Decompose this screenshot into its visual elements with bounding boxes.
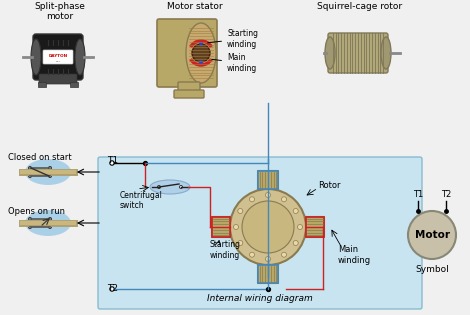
Text: Main
winding: Main winding	[212, 53, 257, 73]
Text: T1: T1	[107, 156, 118, 165]
Text: Motor stator: Motor stator	[167, 2, 223, 11]
FancyBboxPatch shape	[157, 19, 217, 87]
Text: Starting
winding: Starting winding	[210, 240, 241, 260]
Text: Split-phase
motor: Split-phase motor	[35, 2, 86, 21]
Text: Main
winding: Main winding	[338, 245, 371, 265]
Circle shape	[157, 186, 160, 188]
Text: ___: ___	[55, 58, 61, 62]
FancyBboxPatch shape	[33, 34, 83, 80]
Text: Rotor: Rotor	[318, 180, 340, 190]
Bar	[38, 82, 46, 87]
FancyBboxPatch shape	[174, 90, 204, 98]
Circle shape	[298, 225, 303, 230]
Circle shape	[48, 175, 52, 177]
Text: T2: T2	[107, 284, 118, 293]
Text: DAYTON: DAYTON	[48, 54, 68, 58]
FancyBboxPatch shape	[258, 170, 279, 190]
Text: Centrifugal
switch: Centrifugal switch	[120, 191, 163, 210]
Circle shape	[266, 256, 271, 261]
Circle shape	[29, 167, 31, 169]
Circle shape	[293, 209, 298, 214]
Circle shape	[48, 167, 52, 169]
Bar	[70, 82, 78, 87]
Circle shape	[408, 211, 456, 259]
FancyBboxPatch shape	[258, 265, 279, 284]
Ellipse shape	[25, 159, 71, 185]
FancyBboxPatch shape	[98, 157, 422, 309]
Circle shape	[242, 201, 294, 253]
Circle shape	[250, 252, 254, 257]
Circle shape	[180, 186, 182, 188]
Text: Squirrel-cage rotor: Squirrel-cage rotor	[317, 2, 403, 11]
Text: Opens on run: Opens on run	[8, 207, 65, 216]
Bar	[306, 217, 324, 237]
Ellipse shape	[381, 37, 391, 69]
Circle shape	[230, 189, 306, 265]
Ellipse shape	[186, 23, 216, 83]
FancyBboxPatch shape	[178, 82, 200, 94]
Ellipse shape	[75, 39, 85, 75]
Circle shape	[234, 225, 238, 230]
Circle shape	[48, 217, 52, 220]
Bar	[258, 265, 278, 283]
Ellipse shape	[325, 37, 335, 69]
Circle shape	[282, 252, 287, 257]
Circle shape	[293, 240, 298, 245]
FancyBboxPatch shape	[39, 74, 77, 84]
FancyBboxPatch shape	[43, 50, 73, 64]
FancyBboxPatch shape	[306, 216, 324, 238]
Circle shape	[238, 209, 243, 214]
Circle shape	[29, 175, 31, 177]
Circle shape	[48, 226, 52, 228]
Ellipse shape	[192, 44, 210, 62]
Bar	[212, 217, 230, 237]
Text: Internal wiring diagram: Internal wiring diagram	[207, 294, 313, 303]
Text: T1: T1	[413, 190, 423, 199]
FancyBboxPatch shape	[212, 216, 230, 238]
Circle shape	[29, 217, 31, 220]
Ellipse shape	[25, 210, 71, 236]
Text: Starting
winding: Starting winding	[208, 29, 258, 49]
FancyBboxPatch shape	[328, 33, 388, 73]
Circle shape	[266, 192, 271, 198]
Circle shape	[29, 226, 31, 228]
Text: Symbol: Symbol	[415, 265, 449, 274]
Ellipse shape	[150, 180, 190, 194]
Text: Motor: Motor	[415, 230, 449, 240]
Circle shape	[110, 287, 114, 291]
Text: T2: T2	[441, 190, 451, 199]
Circle shape	[282, 197, 287, 202]
Circle shape	[110, 161, 114, 165]
Circle shape	[250, 197, 254, 202]
Text: Closed on start: Closed on start	[8, 153, 71, 162]
Bar	[258, 171, 278, 189]
Ellipse shape	[31, 39, 41, 75]
Circle shape	[238, 240, 243, 245]
